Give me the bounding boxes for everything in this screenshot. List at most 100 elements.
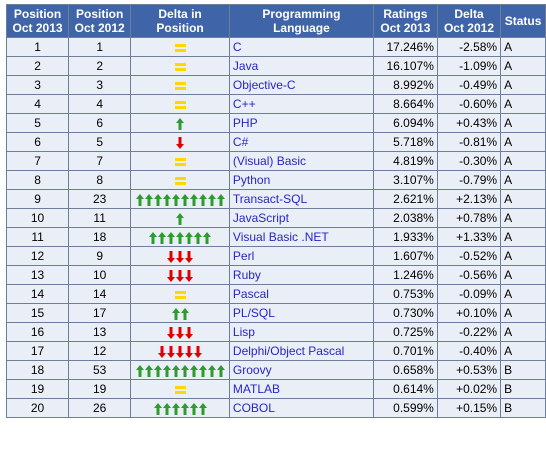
up-arrow-icon xyxy=(180,307,189,320)
position-2013-cell: 19 xyxy=(5,379,70,399)
position-2012-cell: 53 xyxy=(68,360,132,380)
delta-cell: +0.43% xyxy=(436,113,502,133)
table-row: 12 9 Perl 1.607% -0.52% A xyxy=(5,246,546,266)
language-cell: Groovy xyxy=(228,360,374,380)
rating-cell: 8.992% xyxy=(372,75,438,95)
down-arrow-icon xyxy=(185,269,194,282)
position-2013-cell: 12 xyxy=(5,246,70,266)
delta-cell: +0.15% xyxy=(436,398,502,418)
language-link[interactable]: Java xyxy=(232,59,259,73)
language-link[interactable]: Python xyxy=(232,173,271,187)
ranking-table-body: 1 1 C 17.246% -2.58% A 2 2 Java 16.107% -1.09% A 3 3 O… xyxy=(5,37,546,418)
up-arrow-icon xyxy=(171,364,180,377)
header-status: Status xyxy=(500,4,546,38)
delta-cell: -0.49% xyxy=(436,75,502,95)
delta-cell: +0.02% xyxy=(436,379,502,399)
delta-cell: -0.81% xyxy=(436,132,502,152)
position-2013-cell: 11 xyxy=(5,227,70,247)
position-2012-cell: 4 xyxy=(68,94,132,114)
delta-cell: -2.58% xyxy=(436,37,502,57)
language-link[interactable]: Ruby xyxy=(232,268,261,282)
rating-cell: 2.038% xyxy=(372,208,438,228)
down-arrow-icon xyxy=(167,326,176,339)
up-arrows xyxy=(176,212,185,225)
delta-cell: -0.09% xyxy=(436,284,502,304)
up-arrow-icon xyxy=(162,193,171,206)
down-arrow-icon xyxy=(176,326,185,339)
language-link[interactable]: (Visual) Basic xyxy=(232,154,307,168)
header-position-2013: Position Oct 2013 xyxy=(5,4,70,38)
up-arrow-icon xyxy=(171,307,180,320)
language-link[interactable]: Lisp xyxy=(232,325,255,339)
rating-cell: 0.725% xyxy=(372,322,438,342)
language-link[interactable]: Transact-SQL xyxy=(232,192,308,206)
rating-cell: 0.658% xyxy=(372,360,438,380)
position-2013-cell: 20 xyxy=(5,398,70,418)
delta-cell: +0.10% xyxy=(436,303,502,323)
up-arrow-icon xyxy=(171,193,180,206)
table-row: 11 18 Visual Basic .NET 1.933% +1.33% A xyxy=(5,227,546,247)
language-link[interactable]: Objective-C xyxy=(232,78,296,92)
table-row: 5 6 PHP 6.094% +0.43% A xyxy=(5,113,546,133)
position-2012-cell: 17 xyxy=(68,303,132,323)
language-link[interactable]: PL/SQL xyxy=(232,306,275,320)
delta-position-cell xyxy=(130,151,230,171)
up-arrow-icon xyxy=(144,364,153,377)
table-row: 8 8 Python 3.107% -0.79% A xyxy=(5,170,546,190)
language-link[interactable]: Groovy xyxy=(232,363,272,377)
up-arrow-icon xyxy=(176,117,185,130)
rating-cell: 4.819% xyxy=(372,151,438,171)
status-cell: A xyxy=(500,132,546,152)
language-link[interactable]: JavaScript xyxy=(232,211,289,225)
position-2012-cell: 3 xyxy=(68,75,132,95)
language-cell: C++ xyxy=(228,94,374,114)
language-cell: JavaScript xyxy=(228,208,374,228)
language-link[interactable]: C++ xyxy=(232,97,256,111)
header-delta: Delta Oct 2012 xyxy=(436,4,502,38)
language-link[interactable]: PHP xyxy=(232,116,258,130)
delta-position-cell xyxy=(130,37,230,57)
down-arrow-icon xyxy=(185,250,194,263)
up-arrow-icon xyxy=(153,402,162,415)
status-cell: A xyxy=(500,265,546,285)
up-arrow-icon xyxy=(198,402,207,415)
delta-cell: -0.22% xyxy=(436,322,502,342)
up-arrow-icon xyxy=(176,231,185,244)
position-2013-cell: 6 xyxy=(5,132,70,152)
language-link[interactable]: Delphi/Object Pascal xyxy=(232,344,345,358)
up-arrow-icon xyxy=(207,364,216,377)
status-cell: A xyxy=(500,246,546,266)
position-2012-cell: 14 xyxy=(68,284,132,304)
language-link[interactable]: C xyxy=(232,40,242,54)
position-2012-cell: 13 xyxy=(68,322,132,342)
language-cell: Perl xyxy=(228,246,374,266)
status-cell: B xyxy=(500,360,546,380)
position-2012-cell: 6 xyxy=(68,113,132,133)
up-arrow-icon xyxy=(180,193,189,206)
rating-cell: 8.664% xyxy=(372,94,438,114)
language-cell: Objective-C xyxy=(228,75,374,95)
equal-icon xyxy=(174,100,186,109)
language-link[interactable]: Visual Basic .NET xyxy=(232,230,329,244)
delta-cell: -0.56% xyxy=(436,265,502,285)
down-arrow-icon xyxy=(176,250,185,263)
equal-icon xyxy=(174,62,186,71)
language-cell: C# xyxy=(228,132,374,152)
up-arrow-icon xyxy=(180,402,189,415)
up-arrow-icon xyxy=(189,402,198,415)
language-link[interactable]: COBOL xyxy=(232,401,275,415)
up-arrows xyxy=(171,307,189,320)
table-row: 19 19 MATLAB 0.614% +0.02% B xyxy=(5,379,546,399)
position-2012-cell: 9 xyxy=(68,246,132,266)
language-cell: Transact-SQL xyxy=(228,189,374,209)
rating-cell: 0.599% xyxy=(372,398,438,418)
up-arrow-icon xyxy=(216,364,225,377)
language-link[interactable]: C# xyxy=(232,135,249,149)
status-cell: A xyxy=(500,303,546,323)
status-cell: A xyxy=(500,189,546,209)
language-link[interactable]: Perl xyxy=(232,249,255,263)
up-arrow-icon xyxy=(158,231,167,244)
language-link[interactable]: Pascal xyxy=(232,287,269,301)
status-cell: A xyxy=(500,170,546,190)
language-link[interactable]: MATLAB xyxy=(232,382,281,396)
